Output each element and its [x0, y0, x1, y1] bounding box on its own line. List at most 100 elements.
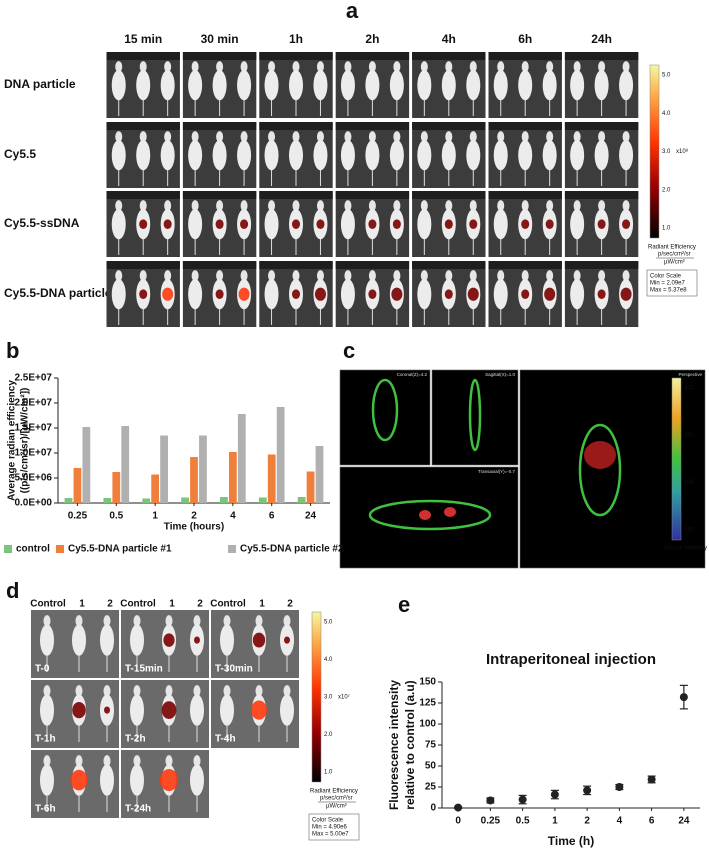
mouse-head [103, 755, 111, 767]
mouse-head [191, 61, 199, 73]
mouse-head [292, 61, 300, 73]
mouse-head [445, 61, 453, 73]
signal [292, 289, 300, 300]
mouse-body [111, 279, 126, 310]
bar [73, 468, 82, 503]
mouse-body [289, 140, 303, 171]
view-label: Transaxial(Y)=-0.7 [478, 469, 515, 474]
mouse-head [193, 755, 201, 767]
mouse-head [216, 270, 224, 282]
bar [276, 407, 285, 503]
view-label: Sagittal(X)=1.0 [485, 372, 515, 377]
point [615, 783, 624, 791]
mouse-head [445, 200, 453, 212]
mouse-head [393, 200, 401, 212]
mouse-head [368, 61, 376, 73]
image-top [412, 122, 486, 130]
image-top [488, 261, 562, 269]
column-header: 6h [518, 32, 532, 46]
row-label: Cy5.5-ssDNA [4, 216, 80, 230]
mouse-body [466, 140, 481, 171]
mouse-body [100, 624, 114, 656]
column-header: 4h [442, 32, 456, 46]
mouse-body [340, 140, 355, 171]
column-header: 30 min [201, 32, 239, 46]
image-top [488, 122, 562, 130]
mouse-head [497, 61, 505, 73]
mouse-head [165, 755, 173, 767]
mouse-body [160, 140, 175, 171]
mouse-head [546, 200, 554, 212]
mouse-head [43, 615, 51, 627]
colorbar-tick: 1.0 [662, 226, 671, 232]
mouse-body [466, 70, 481, 101]
mouse-body [340, 279, 355, 310]
signal [597, 289, 606, 300]
mouse-head [546, 270, 554, 282]
colorbar [649, 64, 660, 239]
mouse-body [40, 624, 54, 656]
mouse-body [280, 694, 294, 726]
mouse-head [622, 61, 630, 73]
image-top [106, 261, 180, 269]
point [679, 693, 688, 702]
signal [251, 700, 267, 720]
mouse-head [164, 200, 172, 212]
x-axis-label: Time (hours) [164, 522, 224, 533]
y-axis-label: Average radian efficiency [7, 380, 18, 501]
mouse-body [40, 694, 54, 726]
mouse-head [115, 131, 123, 143]
image-header: 2 [287, 599, 293, 610]
signal [104, 706, 110, 714]
signal [159, 769, 179, 792]
bar [228, 452, 237, 503]
image-top [106, 122, 180, 130]
x-tick-label: 1 [552, 816, 558, 827]
mouse-head [316, 61, 324, 73]
y-tick-label: 0.0E+00 [14, 498, 52, 509]
image-header: Control [210, 599, 246, 610]
colorbar-tick: 1.0 [324, 770, 333, 776]
image-top [412, 191, 486, 199]
mouse-head [268, 270, 276, 282]
mouse-body [340, 209, 355, 240]
signal [392, 219, 401, 229]
signal [161, 701, 177, 719]
image-top [259, 261, 333, 269]
mouse-head [193, 615, 201, 627]
mouse-body [493, 140, 508, 171]
signal [467, 287, 479, 301]
mouse-head [133, 685, 141, 697]
colorbar-tick: 2.0 [662, 187, 671, 193]
mouse-head [598, 131, 606, 143]
panel-label: b [6, 338, 19, 363]
colorbar-exponent: x10⁷ [338, 694, 350, 701]
mouse-body [111, 140, 126, 171]
image-top [335, 261, 410, 269]
mouse-head [43, 685, 51, 697]
y-axis-label: ((p/s/cm²/sr)/[µW/cm²]) [20, 388, 31, 494]
time-label: T-6h [35, 804, 56, 815]
bar [190, 457, 198, 503]
mouse-head [165, 615, 173, 627]
mouse-head [521, 270, 529, 282]
image-header: Control [120, 599, 156, 610]
signal [545, 219, 554, 229]
mouse-head [133, 615, 141, 627]
mouse-body [542, 140, 557, 171]
mouse-head [115, 61, 123, 73]
mouse-head [283, 615, 291, 627]
mouse-head [164, 270, 172, 282]
image-top [182, 261, 257, 269]
x-tick-label: 4 [230, 511, 236, 522]
bar [64, 498, 73, 503]
colorbar-unit: p/sec/cm²/sr [320, 796, 353, 802]
image-top [182, 122, 257, 130]
mouse-body [220, 624, 234, 656]
bar [82, 427, 91, 503]
scale-text: Max = 5.00e7 [312, 832, 349, 838]
colorbar [671, 377, 682, 541]
time-label: T-2h [125, 734, 146, 745]
image-top [106, 191, 180, 199]
signal [469, 219, 478, 229]
